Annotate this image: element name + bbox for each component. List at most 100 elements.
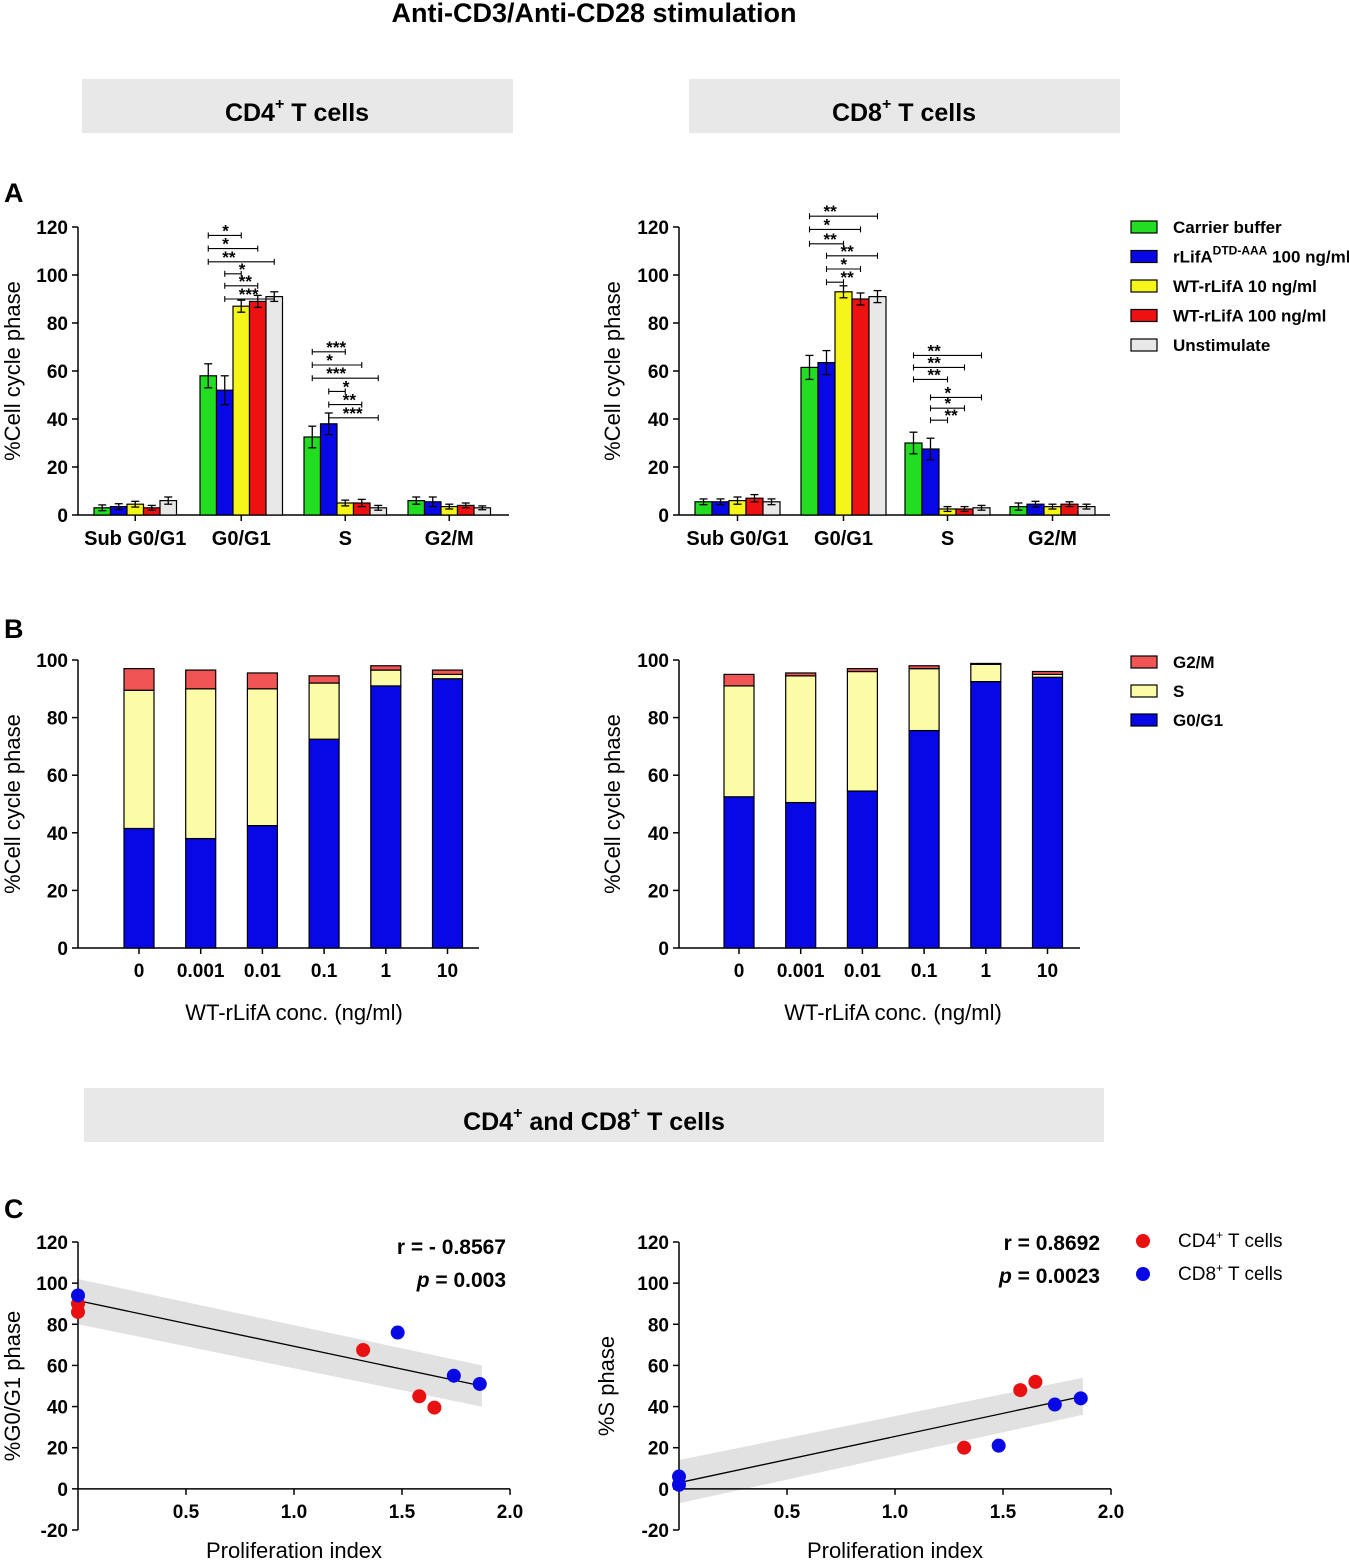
significance-label: *	[343, 377, 350, 396]
header-cd4: CD4+ T cells	[225, 96, 369, 127]
y-tick-label: 0	[658, 939, 669, 960]
chart-c-s-scatter: -20 0 20 40 60 80 100 120 0.5 1.0 1.5 2.0 %S phase Pr…	[594, 1232, 1124, 1561]
legend-label: Unstimulate	[1173, 336, 1270, 355]
bar	[232, 305, 251, 516]
x-tick-label: 1.0	[281, 1502, 307, 1523]
y-tick-label: 100	[637, 266, 669, 287]
x-axis-label: WT-rLifA conc. (ng/ml)	[185, 1000, 403, 1025]
p-value: p = 0.003	[416, 1269, 506, 1292]
y-tick-label: 0	[658, 1480, 669, 1501]
significance-label: **	[824, 202, 838, 221]
significance-label: **	[222, 248, 236, 267]
x-tick-label: 0.01	[244, 961, 281, 982]
legend-swatch	[1130, 713, 1158, 727]
x-axis-label: WT-rLifA conc. (ng/ml)	[784, 1000, 1002, 1025]
significance-label: *	[945, 383, 952, 402]
y-axis-label: %S phase	[594, 1336, 619, 1436]
y-axis-label: %Cell cycle phase	[0, 281, 25, 461]
y-tick-label: 120	[36, 1233, 68, 1254]
y-tick-label: 100	[36, 651, 68, 672]
p-value: p = 0.0023	[998, 1265, 1100, 1288]
stacked-bar-segment	[123, 668, 155, 691]
x-tick-label: S	[339, 528, 352, 550]
significance-label: **	[239, 272, 253, 291]
stacked-bar-segment	[908, 668, 940, 732]
y-tick-label: 60	[47, 362, 68, 383]
y-tick-label: -20	[642, 1521, 669, 1542]
legend-label: rLifADTD-AAA 100 ng/ml	[1173, 244, 1349, 267]
x-tick-label: 10	[437, 961, 458, 982]
legend-label-sup: +	[1216, 1228, 1223, 1242]
y-tick-label: 60	[47, 1356, 68, 1377]
y-tick-label: 80	[648, 709, 669, 730]
y-tick-label: 20	[47, 1439, 68, 1460]
main-title: Anti-CD3/Anti-CD28 stimulation	[392, 0, 797, 28]
significance-label: *	[824, 215, 831, 234]
significance-label: ***	[326, 364, 346, 383]
y-tick-label: 20	[648, 881, 669, 902]
legend-label-sup: DTD-AAA	[1213, 244, 1268, 258]
stacked-bar-segment	[723, 685, 755, 798]
stacked-bar-segment	[723, 673, 755, 687]
stacked-bar-segment	[123, 689, 155, 830]
x-tick-label: Sub G0/G1	[686, 528, 788, 550]
y-tick-label: 60	[648, 362, 669, 383]
legend-label-rest: T cells	[1223, 1264, 1283, 1285]
y-tick-label: 60	[47, 766, 68, 787]
x-tick-label: 0	[134, 961, 145, 982]
bar	[851, 298, 870, 516]
y-tick-label: 40	[47, 1398, 68, 1419]
significance-label: *	[326, 351, 333, 370]
legend-label: G0/G1	[1173, 711, 1223, 730]
cd8-point	[472, 1376, 487, 1391]
legend-label: CD8+ T cells	[1178, 1261, 1283, 1285]
significance-label: ***	[343, 404, 363, 423]
y-tick-label: 80	[648, 1315, 669, 1336]
confidence-band	[679, 1377, 1083, 1504]
stacked-bar-segment	[1031, 670, 1064, 676]
y-tick-label: 40	[648, 824, 669, 845]
stacked-bar-segment	[431, 678, 464, 949]
stacked-bar-segment	[785, 672, 817, 677]
x-tick-label: 0.001	[777, 961, 825, 982]
significance-label: *	[945, 394, 952, 413]
significance-label: *	[222, 221, 229, 240]
y-tick-label: 20	[47, 881, 68, 902]
y-tick-label: 20	[47, 458, 68, 479]
stacked-bar-segment	[308, 675, 340, 684]
p-value-symbol: p	[998, 1265, 1012, 1288]
y-tick-label: 100	[637, 1274, 669, 1295]
y-tick-label: 20	[648, 1439, 669, 1460]
bar	[817, 362, 836, 516]
y-tick-label: 40	[648, 410, 669, 431]
regression-line	[77, 1299, 483, 1387]
cd4-point	[356, 1343, 371, 1357]
x-axis-label: Proliferation index	[807, 1538, 983, 1561]
y-tick-label: 60	[648, 1356, 669, 1377]
significance-label: **	[343, 391, 357, 410]
x-tick-label: 0.1	[311, 961, 338, 982]
stacked-bar-segment	[370, 665, 402, 671]
stacked-bar-segment	[370, 669, 402, 687]
cd8-point	[991, 1438, 1006, 1453]
bar	[199, 375, 218, 516]
legend-label-rest: T cells	[1223, 1231, 1283, 1252]
y-tick-label: 100	[36, 266, 68, 287]
y-tick-label: 100	[637, 651, 669, 672]
panel-letter-c: C	[4, 1194, 24, 1224]
x-tick-label: G2/M	[1028, 528, 1077, 550]
bar	[215, 389, 234, 516]
p-value-number: = 0.003	[430, 1269, 506, 1292]
legend-label: G2/M	[1173, 653, 1215, 672]
chart-a-cd4-cell-cycle: 0 20 40 60 80 100 120 %Cell cycle phase Sub G0/G…	[0, 218, 509, 550]
legend-swatch	[1130, 220, 1158, 234]
cd8-point	[446, 1368, 461, 1383]
cd8-point	[1073, 1391, 1088, 1406]
stacked-bar-segment	[123, 827, 155, 949]
legend-swatch	[1130, 684, 1158, 698]
header-box-cd4	[82, 79, 513, 133]
panel-letter-a: A	[4, 178, 24, 208]
significance-label: **	[928, 341, 942, 360]
